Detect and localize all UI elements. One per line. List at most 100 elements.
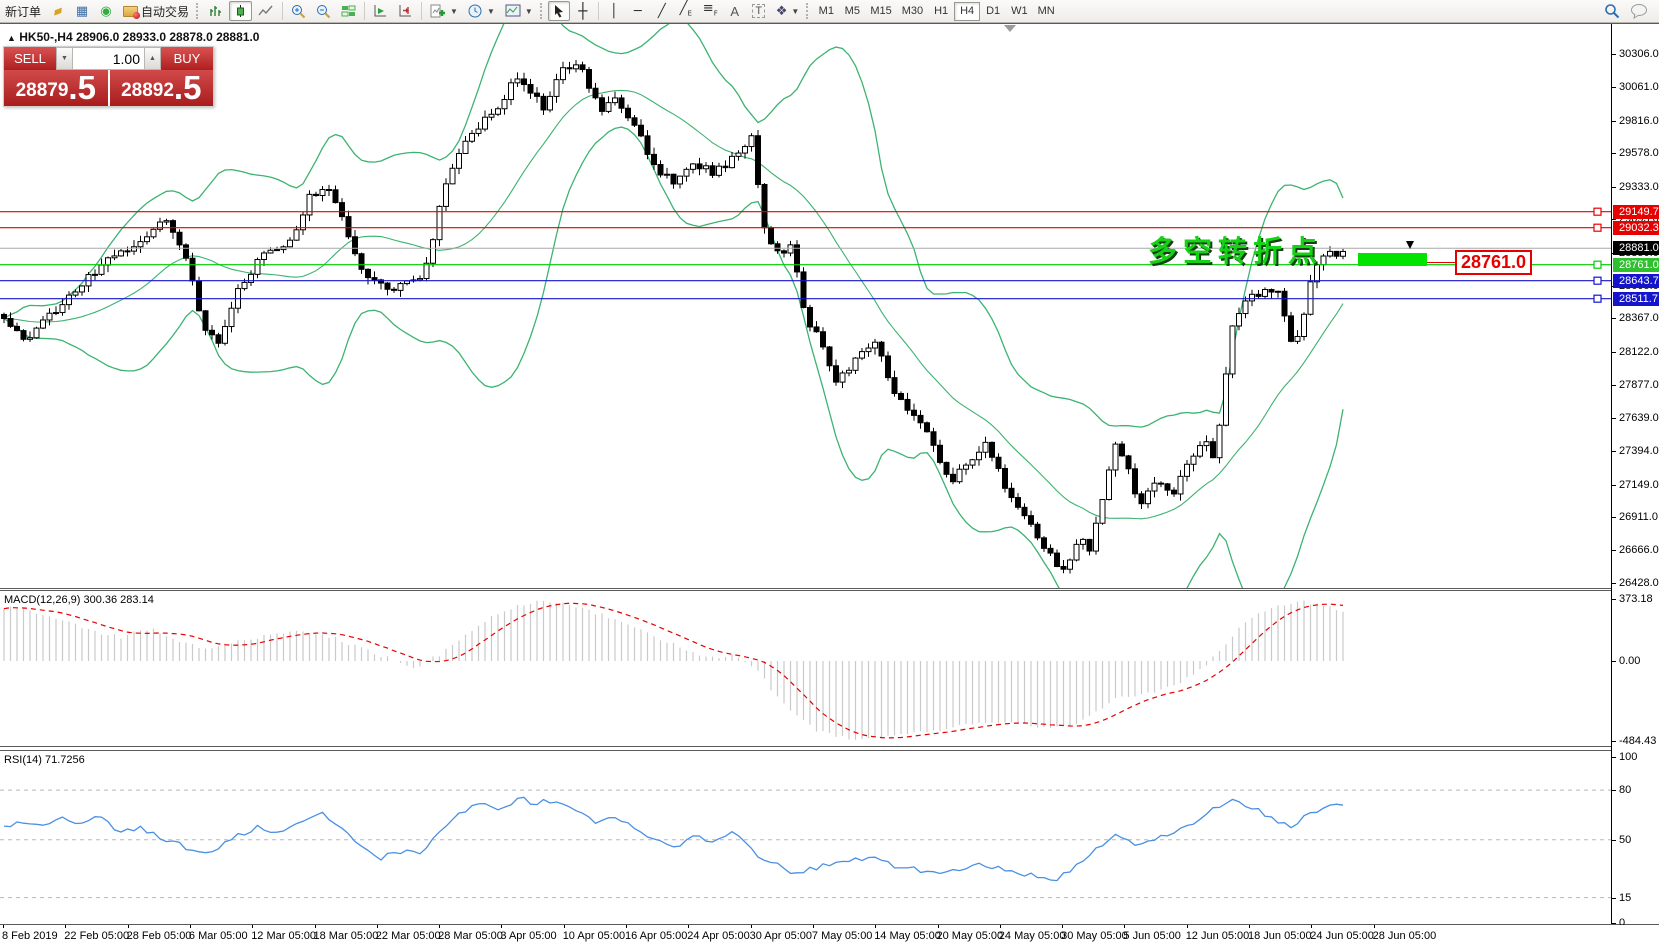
axis-tick-mark — [1612, 120, 1616, 122]
chart-shift-button[interactable] — [394, 1, 417, 21]
toolbar-grip[interactable] — [806, 3, 810, 19]
axis-tick-mark — [1612, 661, 1616, 662]
timeframe-button-m1[interactable]: M1 — [818, 5, 834, 17]
cursor-tool-button[interactable] — [547, 1, 570, 21]
chat-button[interactable] — [1626, 1, 1652, 21]
timeframe-button-m30[interactable]: M30 — [901, 5, 924, 17]
time-axis-label: 28 Mar 05:00 — [438, 930, 503, 942]
price-level-chip: 29032.3 — [1613, 220, 1659, 235]
time-axis-label: 12 Mar 05:00 — [251, 930, 317, 942]
toolbar-separator — [364, 2, 366, 20]
chart-shift-marker-icon[interactable] — [1004, 25, 1016, 32]
clock-icon — [468, 4, 482, 17]
green-rectangle-annotation[interactable] — [1358, 253, 1427, 266]
time-tick-mark — [812, 925, 814, 928]
metaeditor-button[interactable]: ▰ — [47, 1, 69, 21]
sell-price-display[interactable]: 28879.5 — [4, 70, 108, 106]
collapse-arrow-icon[interactable]: ▲ — [7, 33, 16, 43]
arrows-tool-button[interactable]: ❖ ▼ — [772, 1, 804, 21]
buy-price-main: 28892 — [121, 80, 174, 101]
toolbar-grip[interactable] — [196, 3, 200, 19]
periods-button[interactable]: ▼ — [464, 1, 499, 21]
price-level-chip: 28511.7 — [1613, 291, 1659, 306]
price-tick-label: 29816.0 — [1619, 114, 1659, 127]
panel-splitter[interactable] — [0, 588, 1659, 591]
time-tick-mark — [376, 925, 378, 928]
price-level-chip: 28761.0 — [1613, 257, 1659, 272]
zoom-in-button[interactable] — [287, 1, 310, 21]
signals-button[interactable]: ◉ — [95, 1, 117, 21]
axis-tick-mark — [1612, 741, 1616, 743]
time-tick-mark — [875, 925, 877, 928]
rsi-tick-label: 15 — [1619, 891, 1632, 904]
trendline-tool-button[interactable]: ╱ — [651, 1, 673, 21]
rsi-tick-label: 100 — [1619, 751, 1638, 763]
timeframe-button-mn[interactable]: MN — [1037, 5, 1055, 17]
text-tool-button[interactable]: A — [724, 1, 746, 21]
price-tick-label: 30306.0 — [1619, 48, 1659, 60]
candlestick-mode-button[interactable] — [229, 1, 253, 21]
timeframe-button-m5[interactable]: M5 — [844, 5, 860, 17]
time-tick-mark — [1249, 925, 1250, 928]
tile-windows-button[interactable] — [337, 1, 360, 21]
candlestick-icon — [237, 5, 245, 17]
line-chart-mode-button[interactable] — [254, 1, 278, 21]
sell-button[interactable]: SELL — [4, 47, 56, 70]
price-axis[interactable]: 30306.0 30061.0 29816.0 29578.0 29333.0 29095… — [1611, 24, 1659, 929]
panel-border — [0, 23, 1659, 24]
one-click-trading-panel: SELL ▼ 1.00 ▲ BUY 28879.5 28892.5 — [3, 46, 214, 107]
zoom-out-button[interactable] — [312, 1, 335, 21]
time-axis-label: 18 Mar 05:00 — [313, 930, 379, 942]
toolbar-grip[interactable] — [539, 3, 544, 19]
panel-splitter[interactable] — [0, 746, 1659, 751]
auto-scroll-button[interactable] — [369, 1, 392, 21]
volume-increase-button[interactable]: ▲ — [144, 47, 161, 70]
price-tick-label: 28367.0 — [1619, 312, 1659, 325]
price-tick-label: 29578.0 — [1619, 147, 1659, 160]
timeframe-button-h4[interactable]: H4 — [954, 1, 981, 21]
axis-tick-mark — [1612, 451, 1616, 453]
fibonacci-tool-button[interactable]: ≡F — [699, 1, 722, 21]
search-button[interactable] — [1600, 1, 1624, 21]
new-order-button[interactable]: 新订单 — [1, 1, 45, 21]
time-tick-mark — [1311, 925, 1313, 928]
buy-button[interactable]: BUY — [161, 47, 213, 70]
time-axis[interactable]: 8 Feb 2019 22 Feb 05:00 28 Feb 05:00 6 Mar … — [0, 925, 1659, 946]
bar-chart-mode-button[interactable] — [204, 1, 227, 21]
chat-bubble-icon — [1631, 4, 1647, 19]
chinese-annotation-text[interactable]: 多空转折点 — [1148, 234, 1324, 268]
volume-decrease-button[interactable]: ▼ — [56, 47, 73, 70]
callout-connector-line — [1427, 262, 1455, 263]
rsi-panel[interactable]: RSI(14) 71.7256 — [0, 751, 1611, 924]
axis-tick-mark — [1612, 757, 1616, 758]
buy-price-display[interactable]: 28892.5 — [109, 70, 213, 106]
templates-button[interactable]: ▼ — [501, 1, 537, 21]
price-callout-box[interactable]: 28761.0 — [1455, 250, 1532, 275]
crosshair-tool-button[interactable]: ┼ — [572, 1, 594, 21]
vline-tool-button[interactable]: │ — [603, 1, 625, 21]
macd-chart[interactable] — [0, 591, 1611, 746]
market-watch-button[interactable]: ▦ — [71, 1, 93, 21]
timeframe-button-m15[interactable]: M15 — [870, 5, 892, 17]
candlestick-chart[interactable] — [0, 24, 1611, 588]
auto-trading-button[interactable]: 自动交易 — [119, 1, 193, 21]
arrows-icon: ❖ — [775, 3, 788, 19]
chart-shift-icon — [399, 5, 412, 17]
timeframe-button-d1[interactable]: D1 — [986, 5, 1001, 17]
rsi-chart[interactable] — [0, 751, 1611, 924]
time-tick-mark — [65, 925, 67, 928]
main-chart-panel[interactable] — [0, 24, 1611, 588]
time-axis-label: 5 Jun 05:00 — [1123, 930, 1181, 942]
volume-input[interactable]: 1.00 — [73, 47, 144, 70]
add-indicator-button[interactable]: ▼ — [426, 1, 462, 21]
macd-panel[interactable]: MACD(12,26,9) 300.36 283.14 — [0, 591, 1611, 746]
axis-tick-mark — [1612, 351, 1616, 353]
time-axis-label: 28 Jun 05:00 — [1372, 930, 1437, 942]
hline-tool-button[interactable]: ─ — [627, 1, 649, 21]
time-tick-mark — [937, 925, 939, 928]
label-tool-button[interactable]: T — [748, 1, 770, 21]
axis-tick-mark — [1612, 897, 1616, 899]
timeframe-button-w1[interactable]: W1 — [1011, 5, 1028, 17]
channel-tool-button[interactable]: ╱E — [675, 1, 697, 21]
timeframe-button-h1[interactable]: H1 — [934, 5, 949, 17]
